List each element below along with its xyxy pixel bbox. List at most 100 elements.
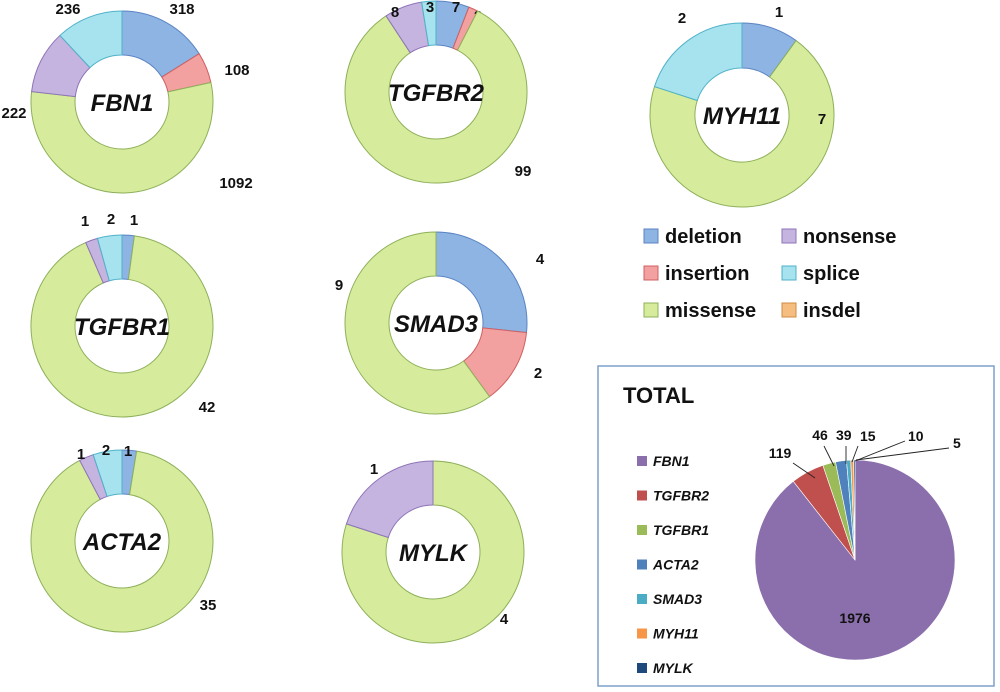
slice-missense — [30, 450, 214, 633]
donut-tgfbr2: 729983TGFBR2 — [344, 0, 532, 184]
value-label-nonsense: 1 — [77, 446, 85, 463]
gene-legend-item-tgfbr1: TGFBR1 — [637, 522, 709, 538]
legend-label: splice — [803, 263, 860, 285]
gene-label: TGFBR1 — [653, 522, 709, 538]
gene-swatch — [637, 594, 647, 604]
gene-label: FBN1 — [653, 453, 690, 469]
gene-legend: FBN1 TGFBR2 TGFBR1 ACTA2 SMAD3 MYH11 MYLK — [637, 453, 709, 676]
gene-label: ACTA2 — [652, 557, 699, 573]
legend-item-missense: missense — [643, 300, 756, 322]
total-title: TOTAL — [623, 383, 694, 408]
value-label-deletion: 1 — [124, 443, 132, 460]
legend-swatch — [781, 265, 797, 281]
slice-missense — [30, 81, 214, 194]
gene-legend-item-myh11: MYH11 — [637, 626, 699, 642]
leader-line — [851, 445, 859, 463]
gene-legend-item-tgfbr2: TGFBR2 — [637, 488, 709, 504]
gene-swatch — [637, 559, 647, 570]
leader-line — [855, 447, 950, 461]
donut-center-title: TGFBR1 — [74, 314, 170, 341]
total-slice-mylk — [853, 459, 856, 561]
slice-splice — [653, 22, 743, 102]
gene-label: MYH11 — [653, 626, 699, 642]
value-label-missense: 1092 — [219, 175, 252, 192]
value-label-nonsense: 1 — [370, 461, 378, 478]
donut-charts-group: 318 108 1092 222 236 FBN1 7 2 99 8 3 TGFBR2 1 7 2 MYH11… — [1, 0, 835, 644]
legend-item-insertion: insertion — [643, 263, 749, 285]
value-label-nonsense: 222 — [1, 105, 26, 122]
slice-missense — [344, 10, 528, 184]
leader-line — [823, 445, 835, 467]
slice-splice — [59, 10, 123, 69]
slice-missense — [30, 235, 214, 418]
value-label-splice: 2 — [102, 442, 110, 459]
gene-legend-item-acta2: ACTA2 — [637, 557, 699, 573]
legend-item-nonsense: nonsense — [781, 226, 896, 248]
total-value-label-acta2: 39 — [836, 427, 852, 443]
slice-splice — [96, 234, 123, 282]
slice-splice — [421, 0, 437, 47]
value-label-missense: 35 — [200, 597, 217, 614]
donut-center-title: ACTA2 — [82, 529, 162, 556]
donut-fbn1: 318 108 1092 222 236 FBN1 — [1, 1, 253, 194]
total-value-label-smad3: 15 — [860, 428, 876, 444]
donut-center-title: FBN1 — [91, 90, 154, 117]
legend-label: insertion — [665, 263, 749, 285]
legend-swatch — [781, 302, 797, 318]
gene-legend-item-smad3: SMAD3 — [637, 591, 702, 607]
value-label-missense: 9 — [335, 277, 343, 294]
slice-missense — [344, 231, 491, 415]
value-label-deletion: 1 — [130, 212, 138, 229]
leader-line — [792, 462, 816, 479]
donut-mylk: 4 1 MYLK — [341, 460, 525, 644]
donut-center-title: MYLK — [399, 540, 469, 567]
legend-label: nonsense — [803, 226, 896, 248]
total-panel: TOTAL FBN1 TGFBR2 TGFBR1 ACTA2 SMAD3 MYH11 MYL… — [597, 365, 995, 687]
value-label-nonsense: 1 — [81, 213, 89, 230]
slice-splice — [92, 449, 123, 498]
gene-swatch — [637, 525, 647, 535]
value-label-splice: 2 — [678, 10, 686, 27]
legend-label: insdel — [803, 300, 861, 322]
legend-swatch — [643, 302, 659, 318]
value-label-deletion: 1 — [775, 4, 783, 21]
legend-item-splice: splice — [781, 263, 860, 285]
value-label-missense: 42 — [199, 399, 216, 416]
total-value-label-tgfbr1: 46 — [812, 427, 828, 443]
total-value-label-tgfbr2: 119 — [769, 445, 792, 461]
legend-swatch — [643, 265, 659, 281]
gene-swatch — [637, 490, 647, 501]
donut-acta2: 1 35 1 2 ACTA2 — [30, 442, 217, 633]
slice-missense — [341, 460, 525, 644]
legend-label: deletion — [665, 226, 742, 248]
legend-label: missense — [665, 300, 756, 322]
slice-nonsense — [345, 460, 434, 539]
value-label-insertion: 108 — [224, 62, 249, 79]
legend-swatch — [781, 228, 797, 244]
value-label-missense: 7 — [818, 111, 826, 128]
total-value-label-myh11: 10 — [908, 428, 924, 444]
legend-swatch — [643, 228, 659, 244]
gene-legend-item-mylk: MYLK — [637, 660, 694, 676]
gene-label: MYLK — [653, 660, 694, 676]
value-label-missense: 99 — [515, 163, 532, 180]
total-pie: 1976 119 46 39 15 10 5 — [754, 427, 961, 661]
donut-myh11: 1 7 2 MYH11 — [649, 4, 835, 208]
donut-center-title: MYH11 — [703, 103, 781, 130]
donut-center-title: TGFBR2 — [388, 80, 485, 107]
value-label-splice: 2 — [107, 211, 115, 228]
gene-label: SMAD3 — [653, 591, 702, 607]
total-value-label-fbn1: 1976 — [839, 610, 870, 626]
leader-line — [854, 440, 906, 462]
value-label-deletion: 7 — [452, 0, 460, 16]
slice-missense — [649, 39, 835, 208]
value-label-splice: 236 — [55, 1, 80, 18]
gene-swatch — [637, 663, 647, 673]
slice-deletion — [435, 231, 528, 334]
mutation-type-legend: deletion insertion missense nonsense splice i… — [643, 226, 896, 322]
total-value-label-mylk: 5 — [953, 435, 961, 451]
legend-item-deletion: deletion — [643, 226, 742, 248]
legend-item-insdel: insdel — [781, 300, 861, 322]
value-label-splice: 3 — [426, 0, 434, 16]
value-label-insertion: 2 — [534, 365, 542, 382]
